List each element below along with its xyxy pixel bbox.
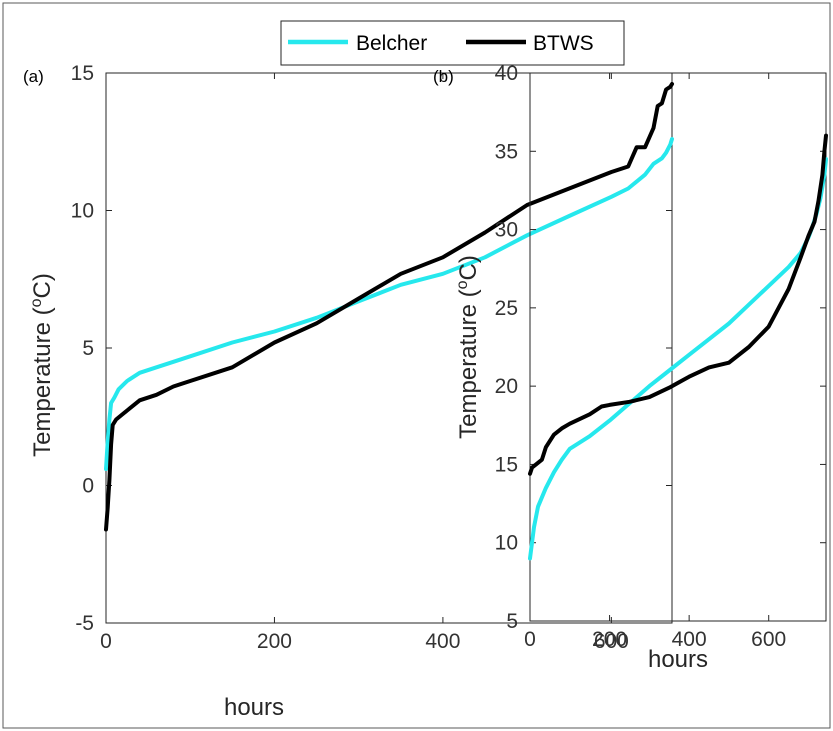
panel-a-y-axis-label: Temperature (oC) — [28, 273, 56, 457]
panel-a-y-tick-label: 0 — [82, 475, 94, 498]
panel-a-y-tick-label: 5 — [82, 337, 94, 360]
legend: Belcher BTWS — [280, 20, 625, 66]
panel-a-label: (a) — [23, 67, 44, 86]
panel-b-x-tick-label: 200 — [592, 628, 627, 651]
panel-b-y-axis-label: Temperature (oC) — [454, 255, 482, 439]
panel-b-y-tick-label: 20 — [495, 375, 518, 398]
legend-label-btws: BTWS — [533, 32, 594, 55]
panel-b-x-tick-label: 600 — [751, 628, 786, 651]
panel-b-y-tick-label: 15 — [495, 453, 518, 476]
panel-a-x-axis-label: hours — [224, 694, 284, 721]
panel-b-y-tick-label: 10 — [495, 532, 518, 555]
panel-b-x-tick-label: 400 — [672, 628, 707, 651]
panel-b-x-tick-label: 0 — [524, 628, 536, 651]
panel-b-y-tick-label: 30 — [495, 219, 518, 242]
panel-b-y-tick-label: 5 — [506, 610, 518, 633]
panel-b-series-btws — [528, 133, 828, 476]
panel-a-x-tick-label: 0 — [100, 630, 112, 653]
panel-a-x-tick-label: 400 — [425, 630, 460, 653]
legend-label-belcher: Belcher — [356, 32, 427, 55]
panel-b-label: (b) — [433, 67, 454, 86]
panel-b-y-tick-label: 40 — [495, 62, 518, 85]
panel-a-y-tick-label: -5 — [75, 612, 94, 635]
panel-a-x-tick-label: 200 — [257, 630, 292, 653]
panel-b-plot-area — [529, 72, 827, 622]
panel-a-x-tick-label: 600 — [594, 630, 629, 653]
panel-a-series-btws — [104, 82, 674, 532]
panel-a-y-tick-label: 10 — [71, 200, 94, 223]
panel-b: (b) 0 200 400 600 5 10 15 20 25 30 35 40 hours Temp… — [433, 62, 828, 673]
panel-b-y-tick-label: 25 — [495, 297, 518, 320]
panel-b-x-axis-label: hours — [648, 646, 708, 673]
panel-b-y-tick-label: 35 — [495, 140, 518, 163]
panel-a-y-tick-label: 15 — [71, 62, 94, 85]
